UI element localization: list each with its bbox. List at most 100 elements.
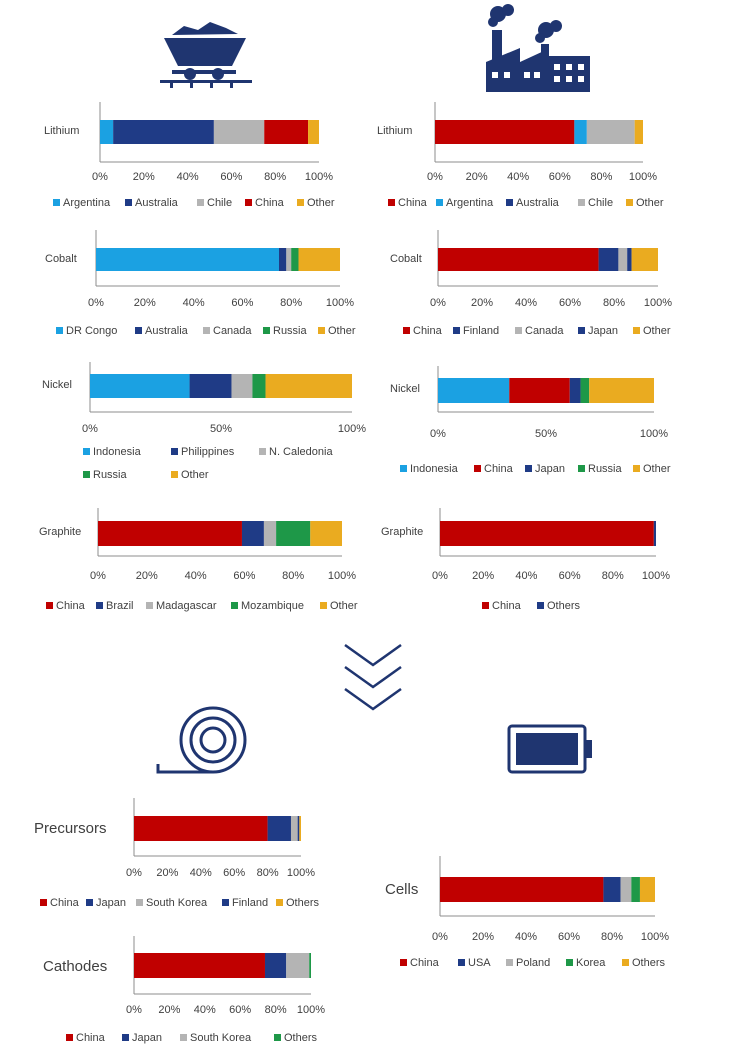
bar-segment-indonesia	[90, 374, 190, 398]
legend-item: Australia	[135, 325, 189, 337]
legend-label: Others	[286, 897, 320, 909]
legend-item: Others	[274, 1032, 318, 1044]
category-label: Cobalt	[390, 253, 422, 265]
x-tick-label: 20%	[136, 570, 158, 582]
legend-label: Others	[632, 957, 666, 969]
legend-label: Russia	[93, 469, 128, 481]
legend-swatch	[171, 448, 178, 455]
legend-item: Australia	[506, 197, 560, 209]
legend-swatch	[537, 602, 544, 609]
legend-label: Argentina	[446, 197, 494, 209]
legend-label: Finland	[232, 897, 268, 909]
legend-item: DR Congo	[56, 325, 117, 337]
x-tick-label: 60%	[559, 297, 581, 309]
legend-item: Others	[622, 957, 666, 969]
legend-label: Other	[643, 463, 671, 475]
legend-swatch	[66, 1034, 73, 1041]
legend-item: Other	[320, 600, 358, 612]
bar-segment-dr-congo	[96, 248, 279, 271]
legend-item: Philippines	[171, 446, 235, 458]
legend-swatch	[222, 899, 229, 906]
bar-segment-poland	[620, 877, 632, 902]
x-tick-label: 40%	[194, 1004, 216, 1016]
legend-item: Argentina	[53, 197, 111, 209]
x-tick-label: 80%	[602, 570, 624, 582]
legend-label: South Korea	[190, 1032, 252, 1044]
legend-swatch	[135, 327, 142, 334]
legend-swatch	[622, 959, 629, 966]
chart-cathodes: Cathodes 0% 20% 40% 60% 80% 100% China Japan Sout…	[43, 936, 325, 1044]
x-tick-label: 100%	[338, 423, 366, 435]
legend-item: Chile	[578, 197, 613, 209]
legend-swatch	[388, 199, 395, 206]
category-label: Cells	[385, 881, 418, 898]
legend-item: China	[66, 1032, 106, 1044]
category-label: Precursors	[34, 820, 107, 837]
x-tick-label: 60%	[220, 171, 242, 183]
x-tick-label: 20%	[471, 297, 493, 309]
bar-segment-australia	[113, 120, 214, 144]
legend-item: China	[474, 463, 514, 475]
x-tick-label: 0%	[88, 297, 104, 309]
legend-item: Others	[537, 600, 581, 612]
legend-label: China	[76, 1032, 106, 1044]
bar-segment-chile	[586, 120, 635, 144]
legend-swatch	[56, 327, 63, 334]
bar-segment-finland	[598, 248, 619, 271]
x-tick-label: 100%	[328, 570, 356, 582]
legend-swatch	[46, 602, 53, 609]
legend-item: Canada	[515, 325, 564, 337]
x-tick-label: 40%	[183, 297, 205, 309]
bar-segment-finland	[297, 816, 300, 841]
legend-label: China	[255, 197, 285, 209]
x-tick-label: 80%	[590, 171, 612, 183]
legend-label: Finland	[463, 325, 499, 337]
legend-item: China	[400, 957, 440, 969]
x-tick-label: 40%	[507, 171, 529, 183]
x-tick-label: 0%	[126, 1004, 142, 1016]
x-tick-label: 100%	[644, 297, 672, 309]
chart-cells: Cells 0% 20% 40% 60% 80% 100% China USA Poland Kor…	[385, 856, 669, 969]
bar-segment-brazil	[241, 521, 264, 546]
bar-segment-japan	[569, 378, 581, 403]
legend-label: China	[410, 957, 440, 969]
legend-item: Other	[633, 463, 671, 475]
legend-label: Philippines	[181, 446, 235, 458]
legend-item: Poland	[506, 957, 550, 969]
legend-item: Korea	[566, 957, 606, 969]
bar-segment-n-caledonia	[231, 374, 253, 398]
bar-segment-other	[589, 378, 654, 403]
bar-segment-chile	[213, 120, 265, 144]
x-tick-label: 40%	[177, 171, 199, 183]
legend-swatch	[83, 448, 90, 455]
legend-item: China	[403, 325, 443, 337]
x-tick-label: 0%	[432, 570, 448, 582]
legend-item: Madagascar	[146, 600, 217, 612]
legend-item: China	[388, 197, 428, 209]
legend-item: China	[482, 600, 522, 612]
legend-swatch	[297, 199, 304, 206]
legend-label: Russia	[588, 463, 623, 475]
legend-label: Other	[181, 469, 209, 481]
legend-item: Finland	[222, 897, 268, 909]
legend-swatch	[96, 602, 103, 609]
bar-segment-others	[299, 816, 301, 841]
legend-swatch	[40, 899, 47, 906]
x-tick-label: 60%	[223, 867, 245, 879]
legend-label: Argentina	[63, 197, 111, 209]
x-tick-label: 0%	[82, 423, 98, 435]
legend-item: Chile	[197, 197, 232, 209]
x-tick-label: 0%	[430, 297, 446, 309]
x-tick-label: 0%	[432, 931, 448, 943]
x-tick-label: 60%	[231, 297, 253, 309]
x-tick-label: 60%	[229, 1004, 251, 1016]
legend-label: Indonesia	[410, 463, 459, 475]
legend-item: Brazil	[96, 600, 134, 612]
x-tick-label: 50%	[210, 423, 232, 435]
legend-swatch	[146, 602, 153, 609]
legend-swatch	[506, 199, 513, 206]
x-tick-label: 40%	[185, 570, 207, 582]
legend-item: Other	[318, 325, 356, 337]
factory-icon	[486, 4, 590, 92]
